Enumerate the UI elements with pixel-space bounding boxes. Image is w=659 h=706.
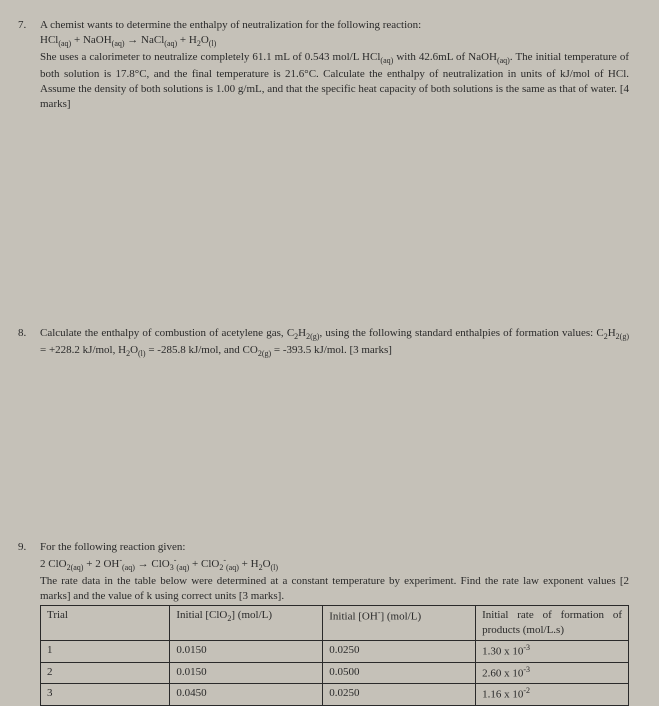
cell-trial: 1 [41, 641, 170, 663]
cell-clo2: 0.0150 [170, 662, 323, 684]
data-table: Trial Initial [ClO2] (mol/L) Initial [OH… [40, 605, 629, 705]
q7-equation: HCl(aq) + NaOH(aq) → NaCl(aq) + H2O(l) [40, 34, 216, 46]
q8-text: Calculate the enthalpy of combustion of … [40, 327, 629, 356]
cell-trial: 2 [41, 662, 170, 684]
question-8-number: 8. [18, 326, 26, 341]
question-9: 9. For the following reaction given: 2 C… [40, 540, 629, 705]
table-header-row: Trial Initial [ClO2] (mol/L) Initial [OH… [41, 606, 629, 641]
cell-trial: 3 [41, 684, 170, 706]
question-9-body: For the following reaction given: 2 ClO2… [40, 540, 629, 705]
question-7: 7. A chemist wants to determine the enth… [40, 18, 629, 111]
q7-line1: A chemist wants to determine the enthalp… [40, 19, 421, 31]
cell-clo2: 0.0450 [170, 684, 323, 706]
cell-oh: 0.0250 [323, 641, 476, 663]
question-7-number: 7. [18, 18, 26, 33]
q9-equation: 2 ClO2(aq) + 2 OH-(aq) → ClO3-(aq) + ClO… [40, 558, 278, 570]
question-8-body: Calculate the enthalpy of combustion of … [40, 326, 629, 360]
cell-rate: 2.60 x 10-3 [476, 662, 629, 684]
header-trial: Trial [41, 606, 170, 641]
question-9-number: 9. [18, 540, 26, 555]
q7-line3: She uses a calorimeter to neutralize com… [40, 51, 629, 110]
q9-line3: The rate data in the table below were de… [40, 575, 629, 602]
table-row: 2 0.0150 0.0500 2.60 x 10-3 [41, 662, 629, 684]
cell-oh: 0.0500 [323, 662, 476, 684]
question-7-body: A chemist wants to determine the enthalp… [40, 18, 629, 111]
header-clo2: Initial [ClO2] (mol/L) [170, 606, 323, 641]
cell-oh: 0.0250 [323, 684, 476, 706]
q9-line1: For the following reaction given: [40, 541, 185, 553]
header-oh: Initial [OH-] (mol/L) [323, 606, 476, 641]
table-row: 3 0.0450 0.0250 1.16 x 10-2 [41, 684, 629, 706]
cell-rate: 1.16 x 10-2 [476, 684, 629, 706]
cell-rate: 1.30 x 10-3 [476, 641, 629, 663]
header-rate: Initial rate of formation of products (m… [476, 606, 629, 641]
cell-clo2: 0.0150 [170, 641, 323, 663]
table-row: 1 0.0150 0.0250 1.30 x 10-3 [41, 641, 629, 663]
question-8: 8. Calculate the enthalpy of combustion … [40, 326, 629, 360]
